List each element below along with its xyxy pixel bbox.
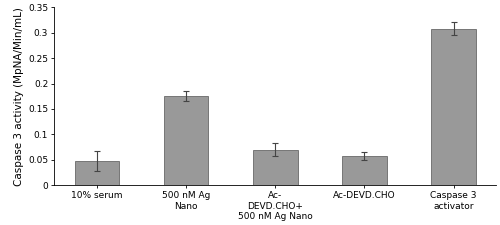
Bar	[164, 96, 208, 185]
Bar	[74, 161, 119, 185]
Bar	[253, 150, 298, 185]
Bar	[432, 29, 476, 185]
Bar	[342, 156, 387, 185]
Y-axis label: Caspase 3 activity (MpNA/Min/mL): Caspase 3 activity (MpNA/Min/mL)	[14, 7, 24, 186]
